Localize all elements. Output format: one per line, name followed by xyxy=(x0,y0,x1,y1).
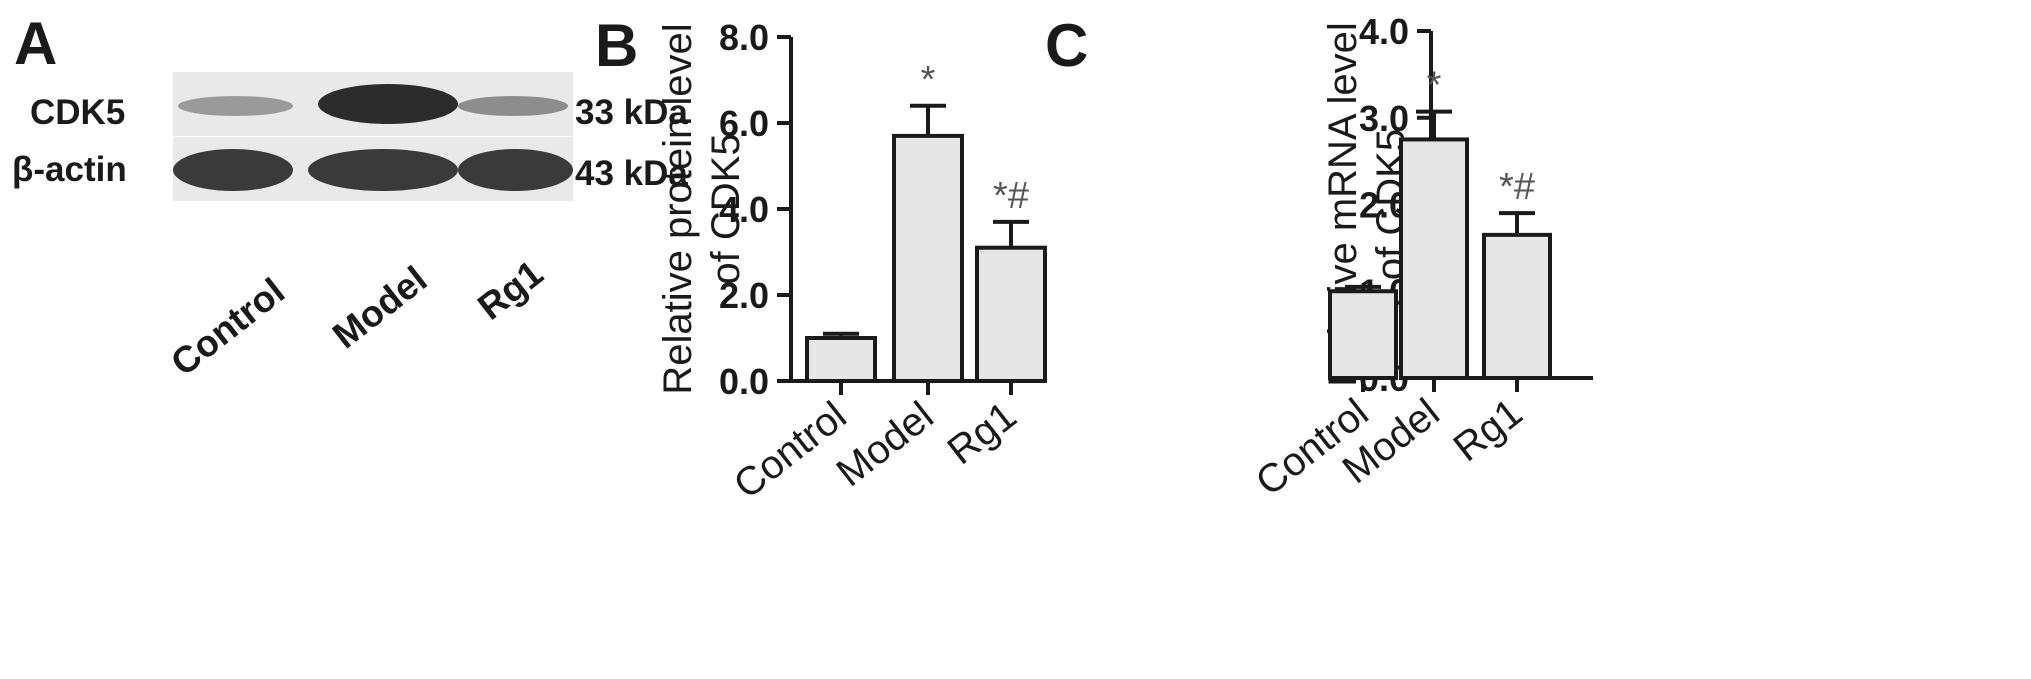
blot-band-model-actin xyxy=(308,149,458,191)
b-bar-rg1 xyxy=(975,245,1047,383)
b-significance-rg1: *# xyxy=(993,175,1029,217)
western-blot-panel: A CDK5 β-actin 33 kDa 43 kDa Control Mod… xyxy=(0,0,760,679)
c-y-tick-label: 4.0 xyxy=(1359,11,1409,52)
panel-label-b: B xyxy=(595,12,638,79)
c-x-tick-label-rg1: Rg1 xyxy=(1446,390,1531,470)
b-y-tick-label: 4.0 xyxy=(719,189,769,230)
panel-label-c: C xyxy=(1045,12,1088,79)
c-bar-control xyxy=(1328,289,1398,380)
blot-band-rg1-actin xyxy=(458,149,573,191)
c-bar-rg1 xyxy=(1482,232,1552,380)
mw-label-beta-actin: 43 kDa xyxy=(575,154,688,193)
c-significance-model: * xyxy=(1427,65,1442,107)
c-y-tick-label: 3.0 xyxy=(1359,98,1409,139)
b-y-axis-label: Relative protein level of CDK5 xyxy=(656,23,748,394)
b-y-tick-label: 0.0 xyxy=(719,361,769,402)
b-bar-control xyxy=(805,336,877,383)
c-bar-model xyxy=(1399,137,1469,380)
b-y-tick-label: 2.0 xyxy=(719,275,769,316)
blot-strip-cdk5 xyxy=(173,72,573,136)
b-bar-model xyxy=(892,133,964,383)
b-significance-model: * xyxy=(921,59,936,101)
blot-strip-beta-actin xyxy=(173,137,573,201)
lane-label-rg1: Rg1 xyxy=(470,252,551,328)
blot-row-label-cdk5: CDK5 xyxy=(30,93,126,132)
b-y-axis-label-line: of CDK5 xyxy=(704,133,748,284)
blot-band-rg1-cdk5 xyxy=(458,96,568,116)
mw-label-cdk5: 33 kDa xyxy=(575,93,688,132)
panel-label-a: A xyxy=(14,10,58,77)
b-y-tick-label: 8.0 xyxy=(719,17,769,58)
blot-band-control-actin xyxy=(173,149,293,191)
b-x-tick-label-model: Model xyxy=(829,393,942,495)
blot-band-model-cdk5 xyxy=(318,84,458,124)
c-significance-rg1: *# xyxy=(1499,166,1535,208)
blot-row-label-beta-actin: β-actin xyxy=(12,150,127,189)
b-y-axis-label-line: Relative protein level xyxy=(656,23,700,394)
lane-label-model: Model xyxy=(325,258,435,357)
b-x-tick-label-rg1: Rg1 xyxy=(940,393,1025,473)
b-y-tick-label: 6.0 xyxy=(719,103,769,144)
blot-band-control-cdk5 xyxy=(178,96,293,116)
lane-label-control: Control xyxy=(163,270,293,384)
